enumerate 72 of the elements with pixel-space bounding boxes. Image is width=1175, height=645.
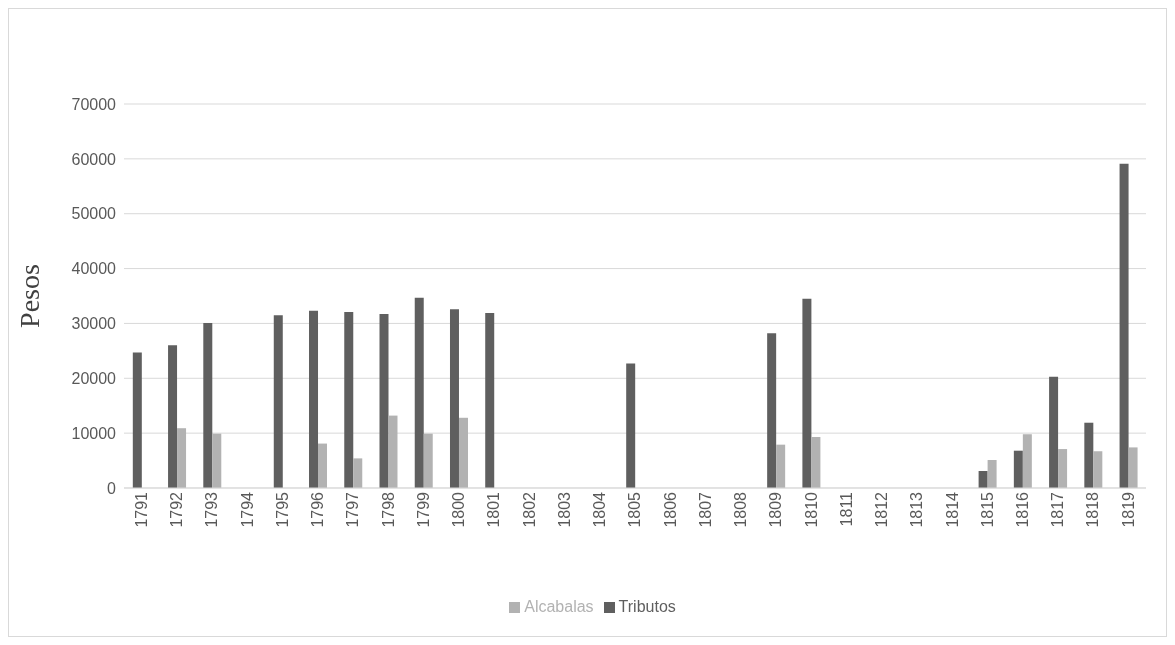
bar [776, 444, 786, 488]
y-tick-label: 0 [107, 479, 117, 497]
x-tick-label: 1813 [908, 491, 926, 528]
x-tick-label: 1796 [309, 491, 327, 528]
bar [987, 460, 997, 488]
x-tick-label: 1808 [732, 491, 750, 528]
bar [423, 433, 433, 488]
bar [485, 313, 495, 488]
x-tick-label: 1798 [379, 491, 397, 528]
bar [811, 436, 821, 488]
bar [1084, 422, 1094, 488]
bar [132, 352, 142, 488]
x-tick-label: 1816 [1014, 491, 1032, 528]
bar [1128, 447, 1138, 488]
y-tick-label: 60000 [71, 150, 117, 168]
legend-label: Alcabalas [524, 598, 594, 615]
bar [353, 458, 363, 488]
bar [802, 298, 812, 488]
y-tick-label: 40000 [71, 260, 117, 278]
x-tick-label: 1791 [132, 491, 150, 528]
bar [273, 315, 283, 488]
bar [626, 363, 636, 488]
bar [388, 415, 398, 488]
bar [1119, 163, 1129, 488]
x-tick-label: 1811 [837, 491, 855, 527]
x-tick-label: 1818 [1084, 491, 1102, 528]
x-tick-label: 1815 [978, 491, 996, 528]
bar [1022, 434, 1032, 488]
bar [1013, 450, 1023, 488]
bar [379, 314, 389, 488]
y-tick-label: 50000 [71, 205, 117, 223]
bar [1049, 376, 1059, 488]
x-tick-label: 1812 [873, 491, 891, 528]
x-tick-label: 1819 [1119, 491, 1137, 528]
x-tick-label: 1793 [203, 491, 221, 528]
bar [767, 333, 777, 488]
x-tick-label: 1814 [943, 491, 961, 528]
x-tick-label: 1805 [626, 491, 644, 528]
bar [449, 309, 459, 488]
bar [458, 417, 468, 488]
bar [168, 345, 178, 488]
legend-label: Tributos [618, 598, 676, 615]
x-tick-label: 1803 [555, 491, 573, 528]
bar [414, 297, 424, 488]
bar [318, 443, 328, 488]
x-tick-label: 1799 [414, 491, 432, 528]
x-tick-label: 1809 [767, 491, 785, 528]
bar [978, 470, 988, 488]
x-tick-label: 1817 [1049, 491, 1067, 528]
bar [177, 428, 187, 488]
bar [344, 311, 354, 488]
bar [212, 433, 222, 488]
bar [1093, 451, 1103, 488]
y-axis-title: Pesos [13, 264, 45, 328]
y-tick-label: 20000 [71, 369, 117, 387]
y-tick-label: 30000 [71, 315, 117, 333]
bar [1058, 449, 1068, 488]
x-tick-label: 1801 [485, 491, 503, 528]
y-tick-label: 70000 [71, 95, 117, 113]
x-tick-label: 1794 [238, 491, 256, 528]
bar [203, 322, 213, 488]
x-tick-label: 1800 [450, 491, 468, 528]
x-tick-label: 1807 [696, 491, 714, 528]
x-tick-label: 1792 [168, 491, 186, 528]
x-tick-label: 1797 [344, 491, 362, 528]
x-tick-label: 1795 [273, 491, 291, 528]
bar [309, 310, 319, 488]
x-tick-label: 1810 [802, 491, 820, 528]
x-tick-label: 1802 [520, 491, 538, 528]
x-tick-label: 1806 [661, 491, 679, 528]
x-tick-label: 1804 [591, 491, 609, 528]
y-tick-label: 10000 [71, 424, 117, 442]
